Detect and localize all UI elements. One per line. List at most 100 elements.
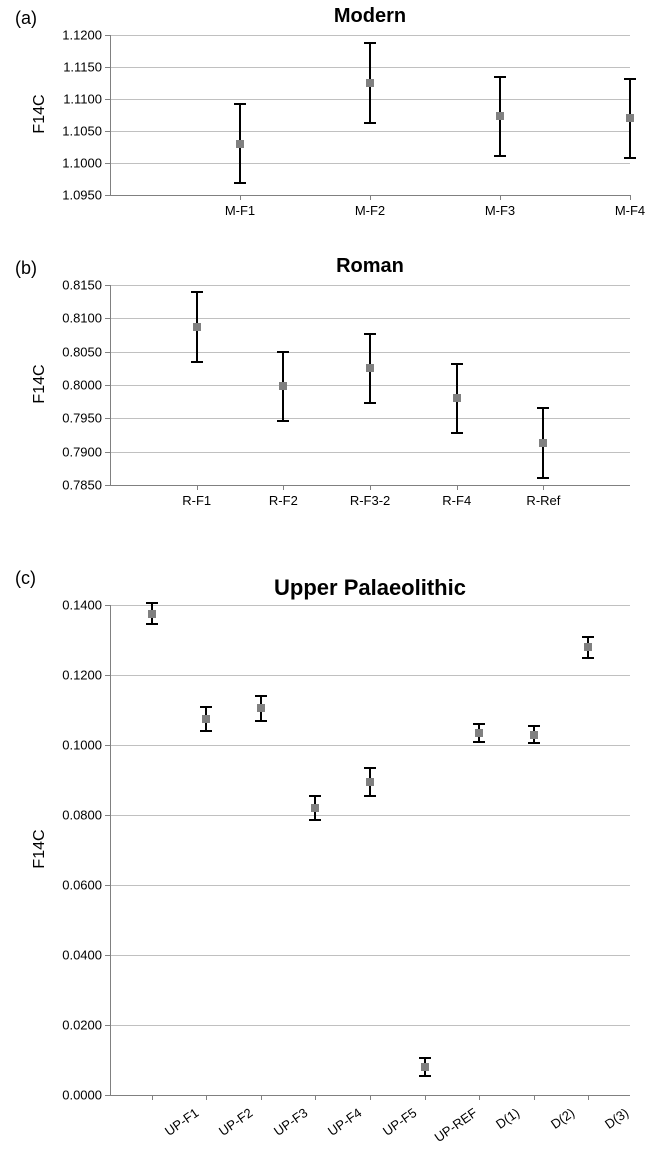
panel-b: (b)RomanF14C0.78500.79000.79500.80000.80…	[0, 250, 667, 530]
gridline	[110, 955, 630, 956]
xtick-label: D(1)	[493, 1105, 522, 1132]
error-cap-top	[419, 1057, 431, 1059]
data-marker	[236, 140, 244, 148]
data-marker	[453, 394, 461, 402]
ytick-label: 0.7900	[47, 444, 102, 459]
error-cap-top	[234, 103, 246, 105]
error-cap-bottom	[537, 477, 549, 479]
gridline	[110, 318, 630, 319]
xtick-mark	[261, 1095, 262, 1100]
gridline	[110, 675, 630, 676]
error-cap-top	[451, 363, 463, 365]
error-cap-bottom	[309, 819, 321, 821]
error-cap-bottom	[451, 432, 463, 434]
xtick-mark	[370, 485, 371, 490]
ytick-label: 0.7950	[47, 411, 102, 426]
xtick-label: R-F3-2	[350, 493, 390, 508]
error-cap-top	[473, 723, 485, 725]
data-marker	[202, 715, 210, 723]
error-cap-top	[364, 42, 376, 44]
error-cap-bottom	[234, 182, 246, 184]
xtick-label: M-F2	[355, 203, 385, 218]
error-cap-top	[255, 695, 267, 697]
plot-area-b	[110, 285, 630, 485]
gridline	[110, 131, 630, 132]
gridline	[110, 885, 630, 886]
xtick-mark	[500, 195, 501, 200]
error-cap-top	[200, 706, 212, 708]
error-cap-top	[146, 602, 158, 604]
ytick-label: 1.1200	[47, 28, 102, 43]
gridline	[110, 815, 630, 816]
xtick-label: UP-F3	[271, 1105, 310, 1139]
panel-label-b: (b)	[15, 258, 37, 279]
chart-title-b: Roman	[110, 255, 630, 278]
error-cap-bottom	[255, 720, 267, 722]
data-marker	[279, 382, 287, 390]
xtick-label: R-F4	[442, 493, 471, 508]
xtick-label: UP-F4	[325, 1105, 364, 1139]
error-cap-top	[364, 333, 376, 335]
error-cap-bottom	[624, 157, 636, 159]
xtick-mark	[543, 485, 544, 490]
error-cap-bottom	[364, 402, 376, 404]
plot-area-c	[110, 605, 630, 1095]
xtick-mark	[588, 1095, 589, 1100]
xtick-mark	[283, 485, 284, 490]
data-marker	[366, 364, 374, 372]
gridline	[110, 285, 630, 286]
error-cap-bottom	[582, 657, 594, 659]
error-cap-top	[582, 636, 594, 638]
gridline	[110, 1025, 630, 1026]
gridline	[110, 35, 630, 36]
data-marker	[475, 729, 483, 737]
xtick-label: D(2)	[548, 1105, 577, 1132]
panel-a: (a)ModernF14C1.09501.10001.10501.11001.1…	[0, 0, 667, 230]
error-cap-bottom	[419, 1075, 431, 1077]
xtick-label: UP-F2	[216, 1105, 255, 1139]
ytick-label: 1.1050	[47, 124, 102, 139]
y-axis-line	[110, 605, 111, 1095]
xtick-mark	[240, 195, 241, 200]
xtick-label: UP-F5	[380, 1105, 419, 1139]
xtick-mark	[152, 1095, 153, 1100]
xtick-mark	[425, 1095, 426, 1100]
data-marker	[366, 778, 374, 786]
ytick-label: 0.1000	[47, 738, 102, 753]
ytick-label: 1.0950	[47, 188, 102, 203]
ytick-label: 0.1400	[47, 598, 102, 613]
xtick-mark	[197, 485, 198, 490]
xtick-label: R-Ref	[526, 493, 560, 508]
ytick-label: 0.1200	[47, 668, 102, 683]
data-marker	[496, 112, 504, 120]
error-cap-top	[191, 291, 203, 293]
chart-title-c: Upper Palaeolithic	[110, 575, 630, 601]
data-marker	[193, 323, 201, 331]
data-marker	[584, 643, 592, 651]
data-marker	[148, 610, 156, 618]
ytick-label: 0.0000	[47, 1088, 102, 1103]
ylabel-a: F14C	[31, 74, 49, 154]
gridline	[110, 605, 630, 606]
error-cap-bottom	[364, 122, 376, 124]
y-axis-line	[110, 35, 111, 195]
ytick-label: 1.1000	[47, 156, 102, 171]
error-cap-top	[364, 767, 376, 769]
error-cap-top	[537, 407, 549, 409]
gridline	[110, 418, 630, 419]
error-cap-bottom	[277, 420, 289, 422]
error-cap-bottom	[528, 742, 540, 744]
xtick-label: R-F1	[182, 493, 211, 508]
data-marker	[539, 439, 547, 447]
panel-c: (c)Upper PalaeolithicF14C0.00000.02000.0…	[0, 560, 667, 1150]
xtick-mark	[315, 1095, 316, 1100]
xtick-mark	[630, 195, 631, 200]
xtick-label: M-F1	[225, 203, 255, 218]
panel-label-c: (c)	[15, 568, 36, 589]
error-cap-bottom	[494, 155, 506, 157]
error-cap-top	[277, 351, 289, 353]
data-marker	[626, 114, 634, 122]
xtick-mark	[370, 1095, 371, 1100]
ytick-label: 0.8150	[47, 278, 102, 293]
xtick-label: R-F2	[269, 493, 298, 508]
